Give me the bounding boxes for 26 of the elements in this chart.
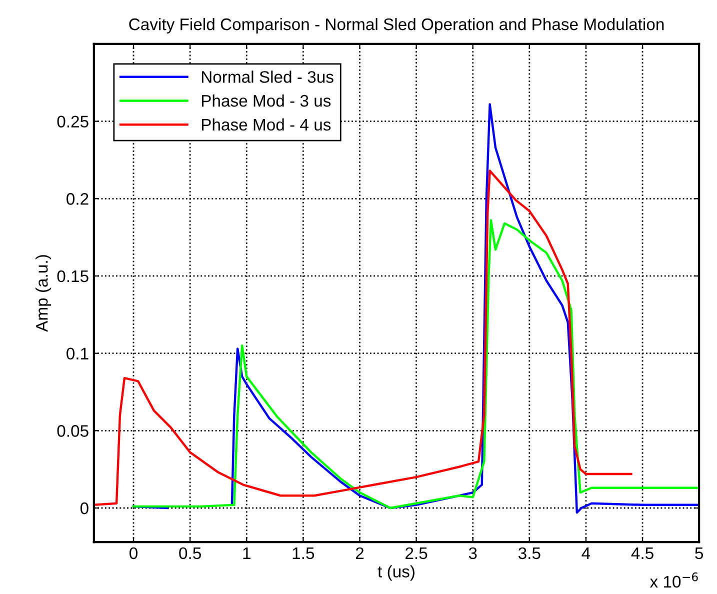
y-tick-label: 0.15 [57,270,88,282]
y-tick-label: 0.05 [57,425,88,437]
legend-label: Normal Sled - 3us [202,70,334,83]
y-tick-label: 0.1 [66,348,88,360]
x-tick-label: 0 [130,547,138,560]
x-tick-label: 3 [468,547,477,560]
x-tick-label: 1 [243,548,250,559]
x-tick-label: 3.5 [518,547,540,560]
legend-label: Phase Mod - 3 us [202,94,331,107]
y-axis-title: Amp (a.u.) [36,255,52,332]
x-tick-label: 2.5 [406,547,428,560]
x-tick-label: 4 [582,548,590,559]
y-tick-label: 0 [80,502,88,514]
x-tick-label: 5 [695,548,704,560]
chart-title: Cavity Field Comparison - Normal Sled Operation and Phase Modulation [129,18,664,34]
x-tick-label: 2 [356,547,364,559]
line-series [132,219,700,510]
x-tick-label: 0.5 [179,547,201,560]
legend-label: Phase Mod - 4 us [202,118,331,131]
text: x 10$^{−6}$ [650,572,698,588]
x-tick-label: 4.5 [631,548,654,560]
x-tick-label: 1.5 [292,548,314,560]
line-series [94,170,632,506]
x-axis-title: t (us) [378,565,414,581]
y-tick-label: 0.25 [57,116,88,128]
y-tick-label: 0.2 [66,193,88,205]
